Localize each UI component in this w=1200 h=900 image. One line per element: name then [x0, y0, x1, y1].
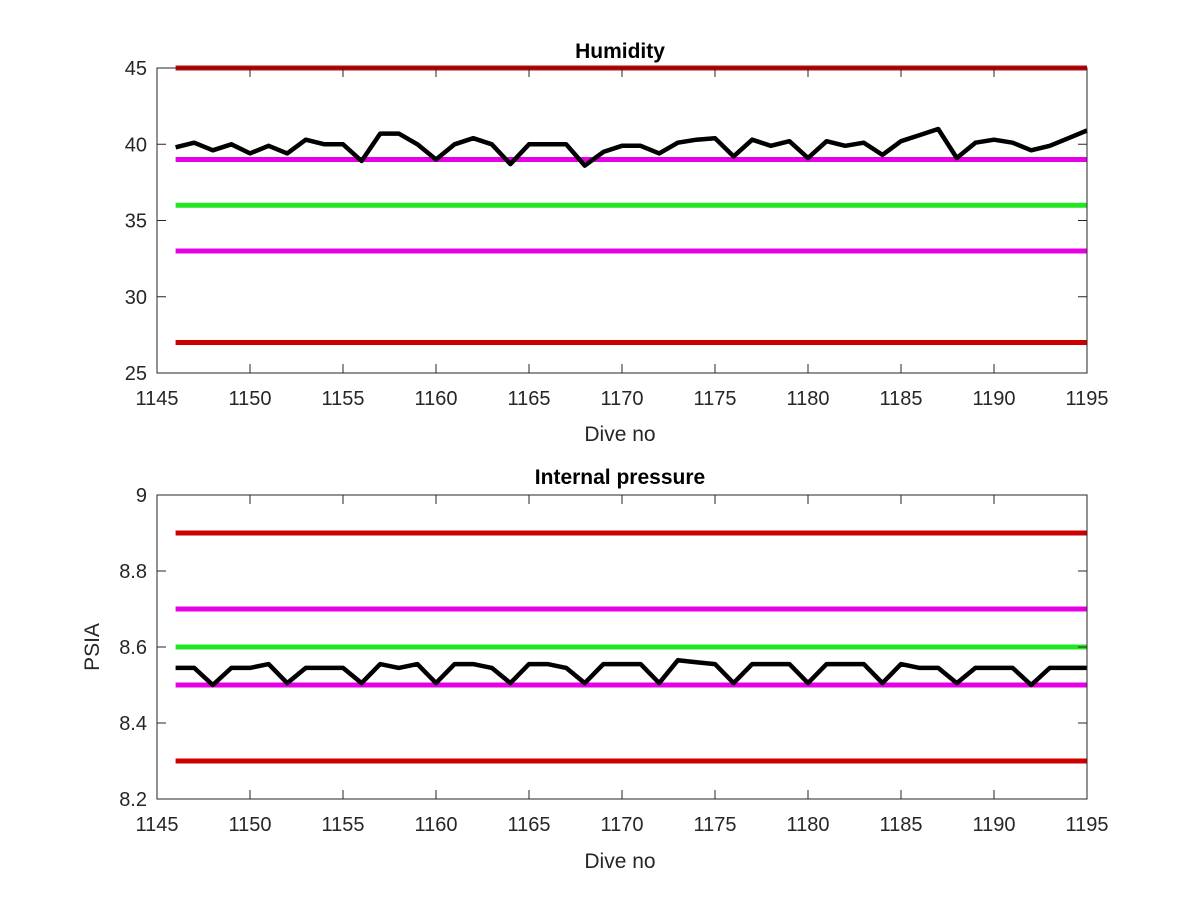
x-tick-label: 1155: [321, 388, 364, 410]
x-tick-label: 1150: [228, 814, 271, 836]
x-tick-label: 1155: [321, 814, 364, 836]
y-tick-label: 8.6: [119, 637, 147, 659]
x-tick-label: 1195: [1065, 814, 1108, 836]
x-tick-label: 1165: [507, 388, 550, 410]
chart-title: Humidity: [575, 40, 665, 63]
x-axis-label: Dive no: [584, 850, 655, 873]
y-tick-label: 30: [125, 287, 147, 309]
y-tick-label: 25: [125, 363, 147, 385]
series-line-0: [175, 658, 1087, 688]
x-tick-label: 1185: [879, 388, 922, 410]
x-tick-label: 1175: [693, 814, 736, 836]
x-tick-label: 1170: [600, 388, 643, 410]
x-tick-label: 1170: [600, 814, 643, 836]
x-tick-label: 1175: [693, 388, 736, 410]
internal-pressure-chart: Internal pressure Dive no PSIA 1145 1150 1…: [81, 466, 1109, 873]
y-tick-label: 45: [125, 58, 147, 80]
x-axis-label: Dive no: [584, 423, 655, 446]
x-tick-label: 1160: [414, 814, 457, 836]
x-tick-label: 1185: [879, 814, 922, 836]
x-tick-label: 1180: [786, 388, 829, 410]
y-tick-label: 8.2: [119, 789, 147, 811]
y-tick-label: 8.4: [119, 713, 147, 735]
y-tick-label: 8.8: [119, 561, 147, 583]
series-line-0: [175, 126, 1088, 168]
y-tick-label: 40: [125, 134, 147, 156]
x-tick-label: 1165: [507, 814, 550, 836]
plot-area: [157, 68, 1087, 373]
x-tick-label: 1190: [972, 814, 1015, 836]
y-tick-label: 35: [125, 211, 147, 233]
x-tick-label: 1145: [135, 388, 178, 410]
x-tick-label: 1150: [228, 388, 271, 410]
chart-title: Internal pressure: [535, 466, 705, 489]
x-tick-label: 1190: [972, 388, 1015, 410]
x-tick-label: 1160: [414, 388, 457, 410]
y-axis-label: PSIA: [81, 623, 104, 671]
y-tick-label: 9: [136, 485, 147, 507]
x-tick-label: 1195: [1065, 388, 1108, 410]
x-tick-label: 1180: [786, 814, 829, 836]
x-tick-label: 1145: [135, 814, 178, 836]
humidity-chart: Humidity Dive no 1145 1150 1155 1160 1165 117…: [125, 40, 1109, 446]
